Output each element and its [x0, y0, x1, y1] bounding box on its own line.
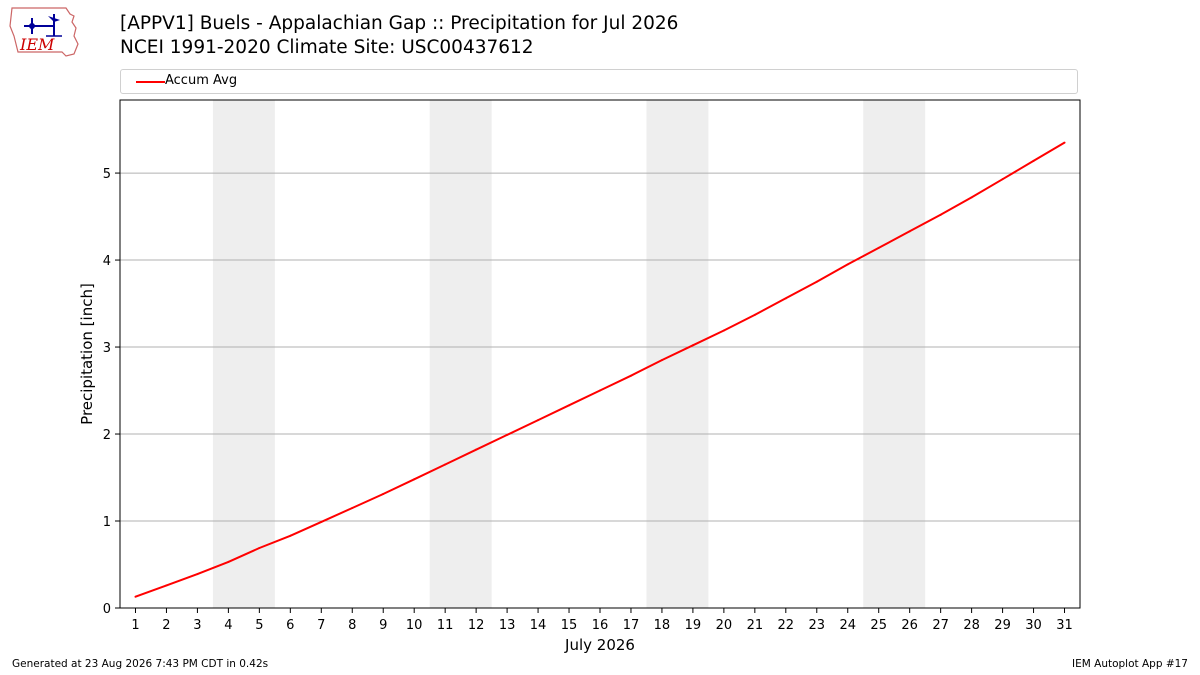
x-tick-label-23: 23 — [809, 618, 826, 633]
x-tick-label-4: 4 — [224, 618, 232, 633]
data-point-day-16 — [599, 389, 601, 392]
data-point-day-8 — [351, 506, 354, 509]
data-point-day-2 — [165, 584, 168, 587]
x-tick-label-17: 17 — [623, 618, 640, 633]
legend-label-accum-avg: Accum Avg — [165, 73, 238, 88]
data-point-day-18 — [660, 359, 663, 362]
data-point-day-12 — [475, 448, 478, 451]
data-point-day-25 — [877, 246, 880, 249]
title-line-2: NCEI 1991-2020 Climate Site: USC00437612 — [120, 37, 534, 58]
x-tick-label-6: 6 — [286, 618, 294, 633]
data-point-day-24 — [846, 263, 849, 266]
weekend-band-2 — [429, 100, 492, 608]
data-point-day-4 — [227, 560, 230, 563]
y-tick-label-3: 3 — [103, 341, 111, 356]
x-tick-label-24: 24 — [839, 618, 856, 633]
data-point-day-6 — [289, 534, 292, 537]
x-tick-label-22: 22 — [778, 618, 795, 633]
x-tick-label-29: 29 — [994, 618, 1011, 633]
logo-text: IEM — [19, 35, 55, 54]
y-tick-label-5: 5 — [103, 167, 111, 182]
y-tick-label-1: 1 — [103, 515, 111, 530]
chart-title: [APPV1] Buels - Appalachian Gap :: Preci… — [120, 12, 678, 60]
data-point-day-11 — [444, 463, 447, 466]
data-point-day-21 — [753, 313, 756, 316]
x-tick-label-15: 15 — [561, 618, 578, 633]
iem-logo-icon: IEM — [9, 7, 79, 57]
footer-generated: Generated at 23 Aug 2026 7:43 PM CDT in … — [12, 658, 269, 670]
x-axis-label: July 2026 — [564, 636, 635, 654]
x-tick-label-31: 31 — [1056, 618, 1073, 633]
weekend-band-1 — [212, 100, 275, 608]
data-point-day-27 — [939, 213, 942, 216]
data-point-day-28 — [970, 196, 973, 199]
data-point-day-31 — [1063, 141, 1066, 144]
y-axis-label: Precipitation [inch] — [78, 283, 96, 425]
data-point-day-17 — [629, 374, 632, 377]
weekend-band-3 — [646, 100, 709, 608]
chart-legend: Accum Avg — [120, 69, 1078, 94]
data-point-day-30 — [1032, 159, 1035, 162]
x-tick-label-1: 1 — [131, 618, 139, 633]
data-point-day-29 — [1001, 178, 1004, 181]
data-point-day-23 — [815, 280, 818, 283]
data-point-day-22 — [784, 297, 787, 300]
data-point-day-15 — [568, 404, 571, 407]
data-point-day-13 — [506, 433, 509, 436]
data-point-day-20 — [722, 329, 725, 332]
data-point-day-10 — [413, 478, 416, 481]
x-tick-label-9: 9 — [379, 618, 387, 633]
x-tick-label-28: 28 — [963, 618, 980, 633]
data-point-day-26 — [908, 230, 911, 233]
data-point-day-5 — [258, 546, 261, 549]
x-tick-label-8: 8 — [348, 618, 356, 633]
y-tick-label-4: 4 — [103, 254, 111, 269]
x-tick-label-27: 27 — [932, 618, 949, 633]
x-tick-label-10: 10 — [406, 618, 423, 633]
x-tick-label-14: 14 — [530, 618, 547, 633]
x-tick-label-19: 19 — [685, 618, 702, 633]
data-point-day-3 — [196, 573, 199, 576]
x-tick-label-5: 5 — [255, 618, 263, 633]
x-tick-label-16: 16 — [592, 618, 609, 633]
x-tick-label-18: 18 — [654, 618, 671, 633]
x-tick-label-26: 26 — [901, 618, 918, 633]
x-tick-label-11: 11 — [437, 618, 454, 633]
x-tick-label-25: 25 — [870, 618, 887, 633]
y-tick-label-2: 2 — [103, 428, 111, 443]
weekend-band-4 — [863, 100, 926, 608]
x-tick-label-2: 2 — [162, 618, 170, 633]
data-point-day-1 — [134, 595, 137, 598]
y-tick-label-0: 0 — [103, 602, 111, 617]
x-tick-label-3: 3 — [193, 618, 201, 633]
x-tick-label-12: 12 — [468, 618, 485, 633]
x-tick-label-20: 20 — [716, 618, 733, 633]
footer-app-id: IEM Autoplot App #17 — [1072, 658, 1188, 670]
data-point-day-19 — [691, 344, 694, 347]
legend-swatch-accum-avg — [136, 81, 165, 83]
x-tick-label-7: 7 — [317, 618, 325, 633]
data-point-day-9 — [382, 493, 385, 496]
title-line-1: [APPV1] Buels - Appalachian Gap :: Preci… — [120, 13, 679, 34]
x-tick-label-13: 13 — [499, 618, 516, 633]
x-tick-label-30: 30 — [1025, 618, 1042, 633]
data-point-day-7 — [320, 520, 323, 523]
data-point-day-14 — [537, 419, 540, 422]
x-tick-label-21: 21 — [747, 618, 764, 633]
